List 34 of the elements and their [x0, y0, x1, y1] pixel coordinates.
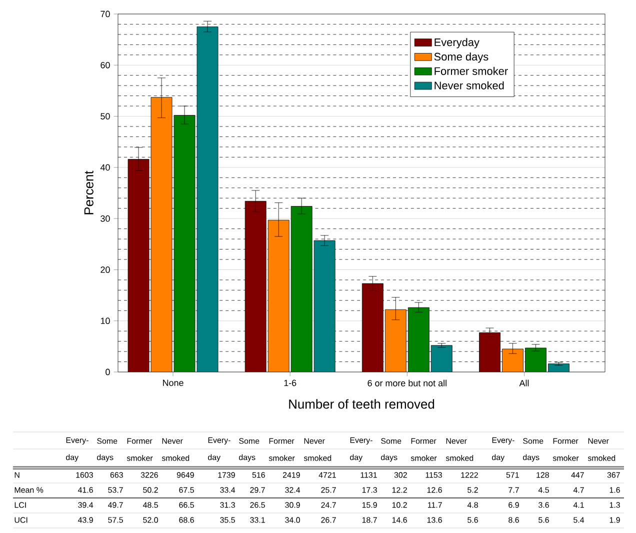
y-tick-label: 70 [100, 10, 110, 18]
bar [314, 240, 336, 372]
y-tick-label: 30 [100, 215, 110, 222]
y-axis-title: Percent [84, 170, 94, 214]
x-axis-title: Number of teeth removed [289, 399, 434, 409]
bar [128, 159, 150, 372]
bar [502, 348, 524, 372]
bar [525, 348, 546, 372]
bar [268, 220, 290, 372]
bar [244, 200, 266, 372]
x-tick-label: 1-6 [284, 380, 296, 386]
y-tick-label: 10 [100, 318, 110, 324]
legend-label: Some days [434, 52, 488, 63]
x-tick-label: 6 or more but not all [368, 380, 446, 386]
bar [196, 26, 218, 372]
bar [408, 308, 430, 372]
legend-label: Everyday [434, 38, 480, 48]
x-tick-label: None [163, 380, 184, 386]
bar [479, 332, 500, 372]
y-tick-label: 40 [100, 164, 110, 171]
bar [150, 97, 172, 372]
bar [174, 115, 196, 372]
legend-label: Never smoked [434, 81, 504, 90]
legend-label: Former smoker [434, 66, 508, 75]
x-tick-label: All [519, 380, 529, 386]
bar [385, 310, 406, 372]
y-tick-label: 50 [100, 113, 110, 120]
bar [290, 206, 312, 372]
y-tick-label: 60 [100, 62, 110, 68]
bar [548, 364, 570, 372]
y-tick-label: 0 [106, 368, 110, 376]
bar [431, 345, 452, 372]
bar [362, 284, 384, 372]
y-tick-label: 20 [100, 266, 110, 273]
